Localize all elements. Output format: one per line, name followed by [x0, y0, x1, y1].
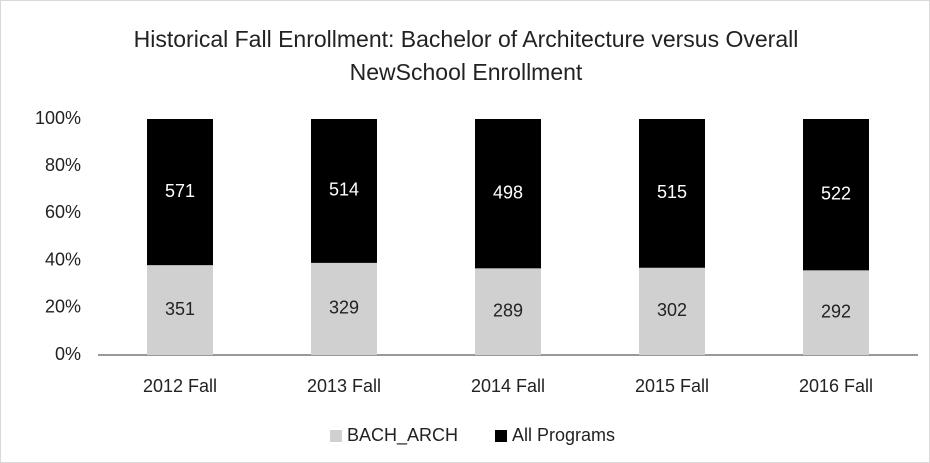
data-label: 571 — [165, 181, 195, 201]
y-tick-label: 0% — [55, 344, 81, 364]
bar-segment — [803, 119, 869, 271]
bar-segment — [311, 119, 377, 263]
data-label: 515 — [657, 182, 687, 202]
legend-label: All Programs — [512, 425, 615, 445]
y-tick-label: 20% — [45, 297, 81, 317]
x-tick-label: 2012 Fall — [143, 376, 217, 396]
bar-segment — [639, 119, 705, 268]
y-tick-label: 60% — [45, 202, 81, 222]
bar-segment — [147, 119, 213, 266]
data-label: 522 — [821, 183, 851, 203]
x-tick-label: 2016 Fall — [799, 376, 873, 396]
bar-segment — [475, 268, 541, 355]
bar-segment — [475, 119, 541, 269]
legend-label: BACH_ARCH — [347, 425, 458, 446]
chart-title: Historical Fall Enrollment: Bachelor of … — [133, 26, 799, 85]
bar-segment — [147, 265, 213, 355]
data-label: 329 — [329, 298, 359, 318]
y-tick-label: 100% — [35, 108, 81, 128]
legend-swatch — [495, 430, 507, 442]
x-tick-label: 2014 Fall — [471, 376, 545, 396]
y-tick-label: 40% — [45, 249, 81, 269]
legend-swatch — [330, 430, 342, 442]
data-label: 514 — [329, 180, 359, 200]
data-label: 289 — [493, 300, 523, 320]
y-tick-label: 80% — [45, 155, 81, 175]
bar-segment — [639, 267, 705, 355]
bar-segment — [311, 262, 377, 355]
data-label: 302 — [657, 300, 687, 320]
data-label: 351 — [165, 299, 195, 319]
x-tick-label: 2015 Fall — [635, 376, 709, 396]
data-label: 498 — [493, 182, 523, 202]
bar-segment — [803, 270, 869, 355]
data-label: 292 — [821, 301, 851, 321]
x-tick-label: 2013 Fall — [307, 376, 381, 396]
